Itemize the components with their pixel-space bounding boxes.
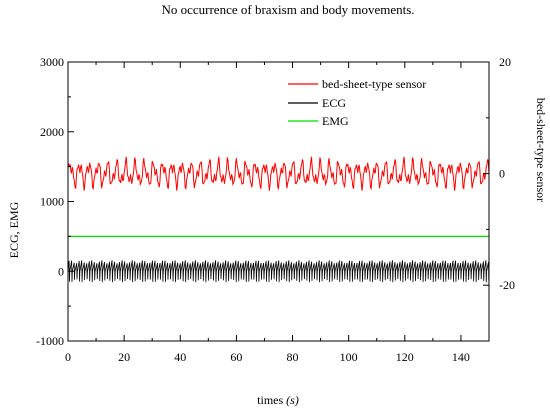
- x-tick-label: 60: [230, 350, 242, 364]
- x-tick-label: 80: [287, 350, 299, 364]
- plot-frame: [67, 61, 490, 342]
- chart-title: No occurrence of braxism and body moveme…: [161, 2, 414, 17]
- y-right-tick-label: 20: [499, 55, 511, 69]
- y-left-tick-label: -1000: [36, 334, 64, 348]
- x-tick-label: 120: [396, 350, 414, 364]
- y-left-tick-label: 3000: [40, 55, 64, 69]
- y-left-tick-label: 0: [58, 264, 64, 278]
- series-line-bed-sheet-sensor: [67, 156, 490, 191]
- y-left-axis-label: ECG, EMG: [7, 201, 21, 258]
- legend-label-ecg: ECG: [322, 96, 346, 110]
- x-axis-ticks: 0 20 40 60 80 100 120 140: [65, 62, 470, 364]
- y-left-tick-label: 1000: [40, 195, 64, 209]
- x-axis-label-unit: (s): [286, 393, 299, 407]
- x-axis-label-main: times: [257, 393, 286, 407]
- x-tick-label: 100: [340, 350, 358, 364]
- y-right-axis-label: bed-sheet-type sensor: [534, 98, 548, 202]
- y-left-axis-ticks: -1000 0 1000 2000 3000: [36, 55, 74, 348]
- y-right-tick-label: 0: [499, 167, 505, 181]
- x-axis-label: times (s): [257, 393, 299, 407]
- x-tick-label: 140: [452, 350, 470, 364]
- y-right-axis-ticks: -20 0 20: [483, 55, 515, 342]
- legend-label-emg: EMG: [322, 114, 349, 128]
- legend: bed-sheet-type sensor ECG EMG: [288, 77, 426, 128]
- legend-label-bed-sheet: bed-sheet-type sensor: [322, 77, 426, 91]
- x-tick-label: 40: [174, 350, 186, 364]
- series-line-ecg: [67, 260, 490, 283]
- plot-series: [67, 156, 490, 283]
- x-tick-label: 20: [118, 350, 130, 364]
- x-tick-label: 0: [65, 350, 71, 364]
- y-left-tick-label: 2000: [40, 125, 64, 139]
- y-right-tick-label: -20: [499, 278, 515, 292]
